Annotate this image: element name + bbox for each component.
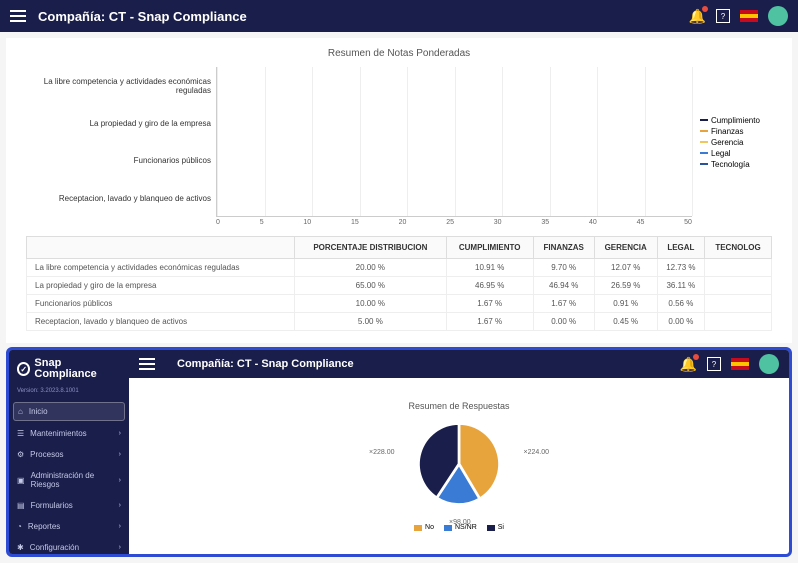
nav-icon: ▣ [17, 476, 25, 485]
inner-help-icon[interactable]: ? [707, 357, 721, 371]
bar-chart: La libre competencia y actividades econó… [26, 67, 772, 217]
table-header: LEGAL [657, 237, 704, 259]
chevron-right-icon: › [119, 451, 121, 458]
inner-main: Compañía: CT - Snap Compliance 🔔 ? Resum… [129, 350, 789, 554]
inner-header: Compañía: CT - Snap Compliance 🔔 ? [129, 350, 789, 378]
main-content: Resumen de Notas Ponderadas La libre com… [6, 38, 792, 343]
version-text: Version: 3.2023.8.1001 [9, 388, 129, 400]
sidebar-item[interactable]: ✱Configuración› [9, 537, 129, 557]
table-row: Receptacion, lavado y blanqueo de activo… [27, 313, 772, 331]
pie-label-nsnr: ×98.00 [449, 519, 471, 526]
language-flag-icon[interactable] [740, 10, 758, 22]
header-actions: 🔔 ? [689, 6, 788, 26]
pie-legend-item: Si [487, 524, 504, 531]
inner-notification-icon[interactable]: 🔔 [680, 356, 697, 373]
sidebar-item[interactable]: ▤Formularios› [9, 495, 129, 516]
inner-user-avatar[interactable] [759, 354, 779, 374]
top-header: Compañía: CT - Snap Compliance 🔔 ? [0, 0, 798, 32]
nav-icon: ✱ [17, 543, 24, 552]
logo: ✓ Snap Compliance [9, 350, 129, 388]
legend-item: Finanzas [700, 127, 772, 136]
sidebar-item[interactable]: ⌂Inicio [13, 402, 125, 421]
sidebar: ✓ Snap Compliance Version: 3.2023.8.1001… [9, 350, 129, 554]
bar-category-label: La libre competencia y actividades econó… [26, 71, 211, 101]
pie-label-no: ×228.00 [369, 449, 395, 456]
table-header: CUMPLIMIENTO [446, 237, 533, 259]
table-header: TECNOLOG [705, 237, 772, 259]
inner-dashboard-window: ✓ Snap Compliance Version: 3.2023.8.1001… [6, 347, 792, 557]
table-header: FINANZAS [533, 237, 594, 259]
pie-chart-title: Resumen de Respuestas [408, 401, 509, 411]
data-table: PORCENTAJE DISTRIBUCIONCUMPLIMIENTOFINAN… [26, 236, 772, 331]
table-row: Funcionarios públicos10.00 %1.67 %1.67 %… [27, 295, 772, 313]
logo-check-icon: ✓ [17, 362, 30, 376]
help-icon[interactable]: ? [716, 9, 730, 23]
pie-chart-area: Resumen de Respuestas ×228.00 ×224.00 ×9… [129, 378, 789, 554]
nav-icon: ▤ [17, 501, 25, 510]
legend-item: Tecnología [700, 160, 772, 169]
pie-label-si: ×224.00 [524, 449, 550, 456]
chevron-right-icon: › [119, 544, 121, 551]
sidebar-item[interactable]: ☰Mantenimientos› [9, 423, 129, 444]
inner-language-flag-icon[interactable] [731, 358, 749, 370]
nav-icon: ⚙ [17, 450, 24, 459]
nav-icon: ☰ [17, 429, 24, 438]
bar-category-label: La propiedad y giro de la empresa [26, 108, 211, 138]
bar-chart-title: Resumen de Notas Ponderadas [26, 48, 772, 59]
table-row: La propiedad y giro de la empresa65.00 %… [27, 277, 772, 295]
user-avatar[interactable] [768, 6, 788, 26]
inner-title: Compañía: CT - Snap Compliance [177, 358, 680, 370]
bar-category-label: Funcionarios públicos [26, 146, 211, 176]
page-title: Compañía: CT - Snap Compliance [38, 9, 689, 24]
table-header: GERENCIA [594, 237, 657, 259]
chevron-right-icon: › [119, 430, 121, 437]
inner-menu-toggle-icon[interactable] [139, 358, 155, 370]
bar-category-label: Receptacion, lavado y blanqueo de activo… [26, 183, 211, 213]
table-row: La libre competencia y actividades econó… [27, 259, 772, 277]
pie-chart [414, 419, 504, 509]
nav-icon: ◔ [17, 522, 22, 531]
legend-item: Cumplimiento [700, 116, 772, 125]
notification-icon[interactable]: 🔔 [689, 8, 706, 25]
legend-item: Legal [700, 149, 772, 158]
sidebar-item[interactable]: ◔Reportes› [9, 516, 129, 537]
nav-icon: ⌂ [18, 407, 23, 416]
legend-item: Gerencia [700, 138, 772, 147]
chevron-right-icon: › [119, 523, 121, 530]
menu-toggle-icon[interactable] [10, 10, 26, 22]
sidebar-item[interactable]: ⚙Procesos› [9, 444, 129, 465]
pie-legend-item: No [414, 524, 434, 531]
chevron-right-icon: › [119, 502, 121, 509]
table-header: PORCENTAJE DISTRIBUCION [295, 237, 447, 259]
table-header [27, 237, 295, 259]
sidebar-item[interactable]: ▣Administración de Riesgos› [9, 465, 129, 495]
chevron-right-icon: › [119, 477, 121, 484]
